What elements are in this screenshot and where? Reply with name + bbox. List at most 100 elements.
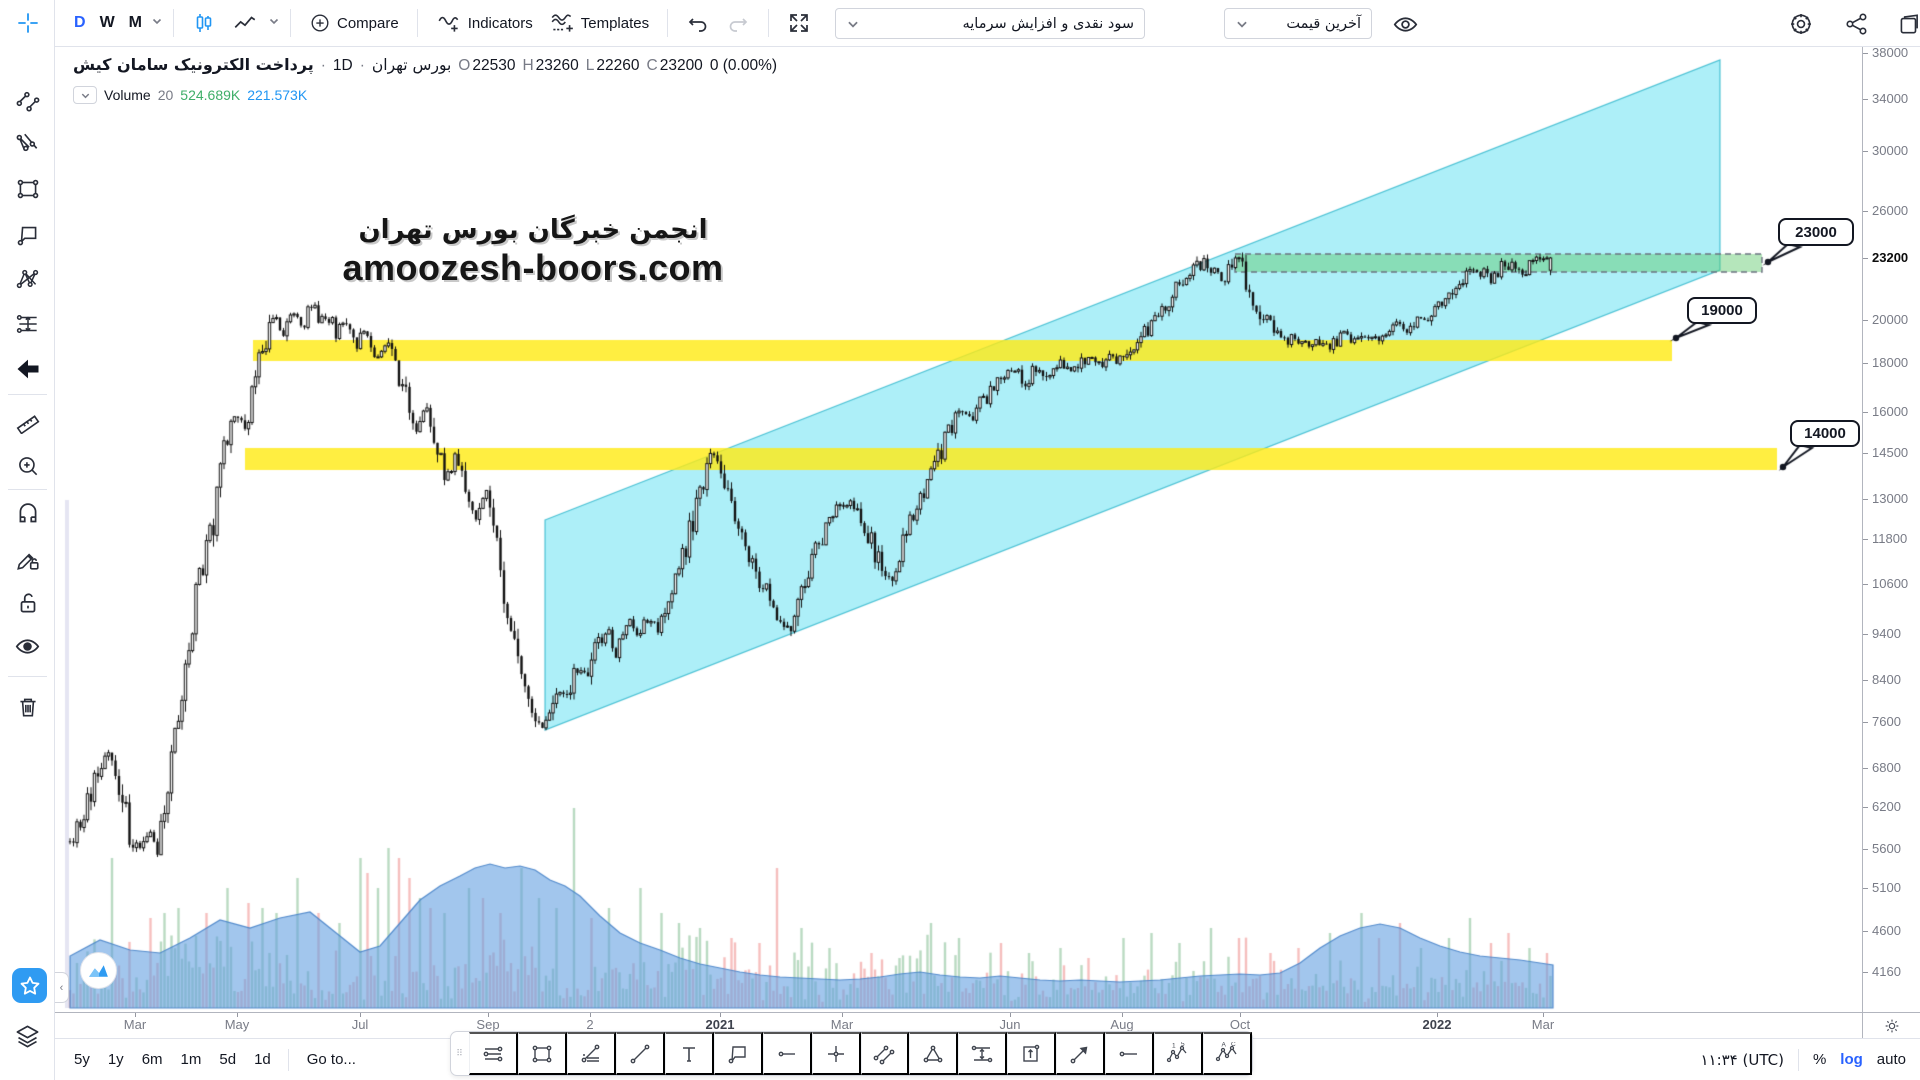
- drawing-sidebar: [0, 0, 55, 1080]
- time-tick-mark: [1010, 1013, 1011, 1017]
- tool-fib-retracement-icon[interactable]: [566, 1032, 616, 1075]
- time-tick: Jul: [351, 1017, 369, 1032]
- tool-parallel-channel-icon[interactable]: [860, 1032, 910, 1075]
- favorites-star-button[interactable]: [12, 968, 47, 1003]
- range-5d-button[interactable]: 5d: [210, 1047, 245, 1072]
- tool-callout-icon[interactable]: [713, 1032, 763, 1075]
- templates-button[interactable]: Templates: [541, 6, 657, 40]
- tool-triangle-pattern-icon[interactable]: [909, 1032, 959, 1075]
- unlock-icon[interactable]: [11, 586, 44, 619]
- time-tick: Jun: [999, 1017, 1021, 1032]
- interval-button-1d[interactable]: D: [67, 10, 93, 36]
- watch-eye-icon[interactable]: [1391, 10, 1419, 38]
- range-1d-button[interactable]: 1d: [245, 1047, 280, 1072]
- sidebar-divider: [8, 489, 47, 490]
- price-axis[interactable]: 38000 34000 30000 26000 23200 20000 18000 16000…: [1862, 45, 1920, 1012]
- time-tick-mark: [1122, 1013, 1123, 1017]
- tool-horizontal-lines-icon[interactable]: [469, 1032, 518, 1075]
- interval-button-1m[interactable]: M: [122, 10, 149, 36]
- indicators-button[interactable]: Indicators: [428, 6, 541, 40]
- tool-text-icon[interactable]: [664, 1032, 714, 1075]
- long-position-icon[interactable]: [11, 307, 44, 340]
- range-6m-button[interactable]: 6m: [133, 1047, 172, 1072]
- range-5y-button[interactable]: 5y: [65, 1047, 99, 1072]
- tool-rectangle-icon[interactable]: [517, 1032, 567, 1075]
- tool-trend-line-icon[interactable]: [615, 1032, 665, 1075]
- volume-collapse-chevron-icon[interactable]: [73, 86, 97, 104]
- interval-menu-chevron-icon[interactable]: [151, 14, 163, 32]
- text-callout-icon[interactable]: [11, 217, 44, 250]
- snapshot-clipboard-icon[interactable]: [1895, 10, 1920, 38]
- sidebar-collapse-tab[interactable]: ‹: [55, 972, 69, 1003]
- platform-logo[interactable]: [80, 952, 117, 989]
- pitchfork-icon[interactable]: [11, 127, 44, 160]
- magnet-icon[interactable]: [11, 498, 44, 531]
- time-tick: Mar: [123, 1017, 147, 1032]
- remove-drawings-trash-icon[interactable]: [11, 690, 44, 723]
- chart-area[interactable]: پرداخت الکترونیک سامان کیش · 1D · بورس ت…: [55, 47, 1862, 1012]
- last-price-dropdown[interactable]: آخرین قیمت: [1224, 8, 1372, 39]
- palette-drag-handle[interactable]: ⠿: [456, 1048, 464, 1058]
- percent-scale-button[interactable]: %: [1812, 1051, 1827, 1068]
- ohlc-low: L 22260: [585, 57, 640, 74]
- chart-type-chevron-icon[interactable]: [268, 14, 280, 32]
- redo-icon[interactable]: [718, 7, 758, 39]
- volume-title[interactable]: Volume: [104, 87, 151, 103]
- tool-date-price-range-icon[interactable]: [1007, 1032, 1057, 1075]
- svg-text:1: 1: [1172, 1042, 1176, 1049]
- object-tree-layers-icon[interactable]: [11, 1020, 44, 1053]
- zoom-in-icon[interactable]: [11, 449, 44, 482]
- tool-cross-line-icon[interactable]: [811, 1032, 861, 1075]
- tool-price-range-icon[interactable]: [958, 1032, 1008, 1075]
- sidebar-divider: [8, 676, 47, 677]
- clock-utc[interactable]: ۱۱:۳۴ (UTC): [1700, 1050, 1784, 1069]
- time-tick: 2021: [705, 1017, 735, 1032]
- symbol-name[interactable]: پرداخت الکترونیک سامان کیش: [73, 55, 314, 74]
- price-callout[interactable]: 14000: [1790, 420, 1860, 447]
- ohlc-high: H 23260: [522, 57, 579, 74]
- time-tick-mark: [360, 1013, 361, 1017]
- price-callout[interactable]: 19000: [1687, 297, 1757, 324]
- tool-ray-icon[interactable]: [1105, 1032, 1155, 1075]
- ruler-icon[interactable]: [11, 404, 44, 437]
- shapes-rectangle-icon[interactable]: [11, 172, 44, 205]
- chart-type-candles-icon[interactable]: [184, 7, 224, 39]
- chevron-down-icon: [848, 21, 858, 28]
- log-scale-button[interactable]: log: [1840, 1051, 1863, 1068]
- time-tick: 2022: [1422, 1017, 1452, 1032]
- go-to-date-button[interactable]: Go to...: [297, 1047, 366, 1072]
- undo-icon[interactable]: [678, 7, 718, 39]
- symbol-interval: 1D: [332, 57, 353, 74]
- drawing-mode-lock-icon[interactable]: [11, 542, 44, 575]
- hide-drawings-eye-icon[interactable]: [11, 630, 44, 663]
- auto-scale-button[interactable]: auto: [1876, 1051, 1906, 1068]
- time-tick-mark: [237, 1013, 238, 1017]
- price-callout[interactable]: 23000: [1778, 218, 1854, 246]
- tool-horizontal-ray-icon[interactable]: [762, 1032, 812, 1075]
- compare-button[interactable]: Compare: [301, 8, 407, 38]
- dividends-dropdown[interactable]: سود نقدی و افزایش سرمایه: [835, 8, 1145, 39]
- price-chart-canvas[interactable]: [55, 47, 1862, 1012]
- trend-line-icon[interactable]: [11, 82, 44, 115]
- fullscreen-icon[interactable]: [779, 7, 819, 39]
- settings-gear-icon[interactable]: [1787, 10, 1815, 38]
- chart-type-line-icon[interactable]: [224, 6, 266, 40]
- range-1y-button[interactable]: 1y: [99, 1047, 133, 1072]
- sidebar-divider: [8, 394, 47, 395]
- xabcd-pattern-icon[interactable]: [11, 262, 44, 295]
- svg-text:5: 5: [1181, 1042, 1185, 1048]
- arrow-left-icon[interactable]: [11, 352, 44, 385]
- axis-settings-corner[interactable]: [1862, 1012, 1920, 1038]
- interval-button-1w[interactable]: W: [93, 10, 122, 36]
- time-tick: Mar: [1531, 1017, 1555, 1032]
- share-icon[interactable]: [1843, 10, 1871, 38]
- chevron-down-icon: [1237, 21, 1247, 28]
- range-1m-button[interactable]: 1m: [172, 1047, 211, 1072]
- time-tick-mark: [1543, 1013, 1544, 1017]
- tool-arrow-marker-icon[interactable]: [1056, 1032, 1106, 1075]
- crosshair-icon[interactable]: [11, 6, 44, 39]
